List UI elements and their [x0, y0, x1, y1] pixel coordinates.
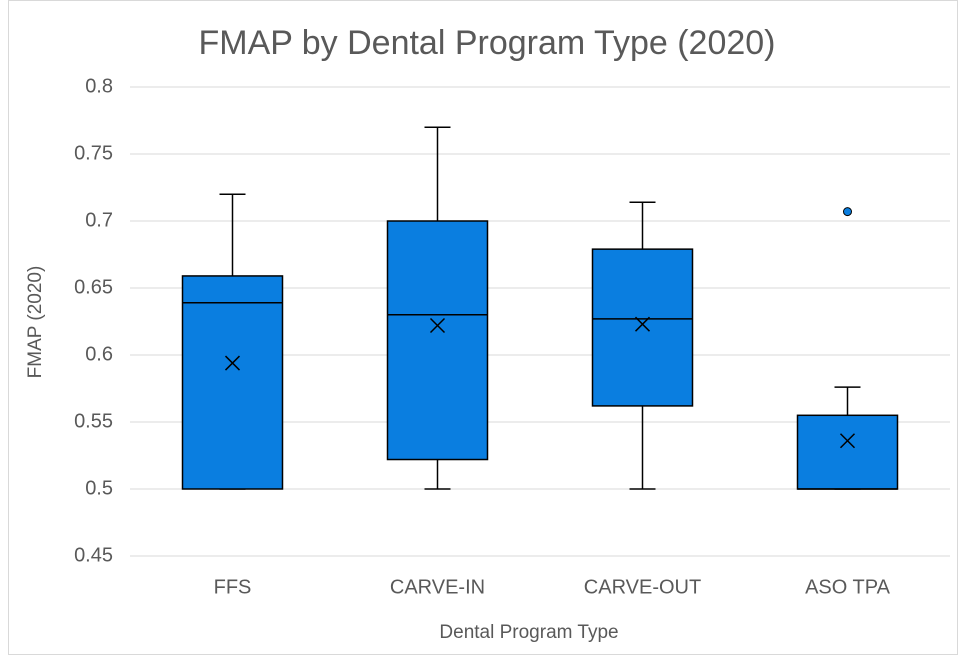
y-tick-label: 0.75 — [74, 142, 113, 164]
mean-marker — [429, 317, 446, 334]
outlier — [843, 207, 852, 217]
x-tick-label: ASO TPA — [805, 576, 891, 598]
x-tick-label: FFS — [214, 576, 252, 598]
box — [796, 414, 899, 490]
mean-marker — [224, 355, 241, 371]
y-tick-label: 0.5 — [85, 477, 113, 499]
y-tick-label: 0.65 — [74, 276, 113, 298]
mean-marker — [839, 433, 856, 449]
y-axis-title: FMAP (2020) — [25, 266, 46, 379]
x-tick-label: CARVE-OUT — [584, 576, 701, 598]
box — [181, 275, 284, 490]
y-tick-label: 0.45 — [74, 544, 113, 566]
box — [386, 220, 489, 461]
x-tick-label: CARVE-IN — [390, 576, 485, 598]
y-tick-label: 0.6 — [85, 343, 113, 365]
y-tick-label: 0.7 — [85, 209, 113, 231]
x-axis-title: Dental Program Type — [439, 622, 618, 643]
y-tick-label: 0.8 — [85, 75, 113, 97]
mean-marker — [634, 316, 651, 332]
box — [591, 248, 694, 407]
chart-title: FMAP by Dental Program Type (2020) — [198, 24, 775, 62]
y-tick-label: 0.55 — [74, 410, 113, 432]
